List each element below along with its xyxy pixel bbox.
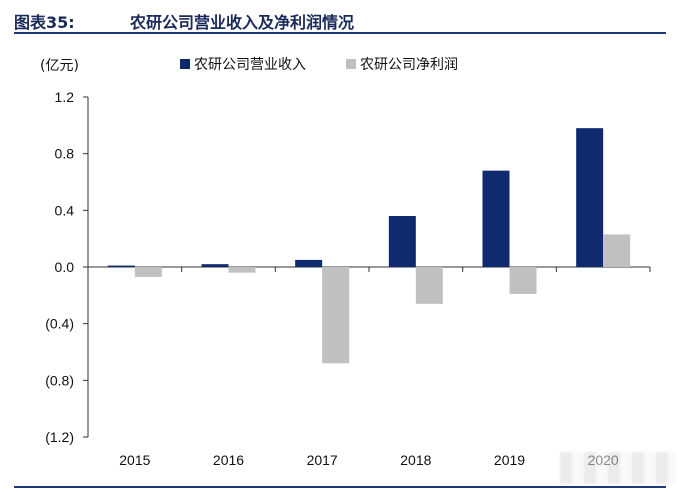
bar-profit-2016	[228, 267, 256, 273]
legend-swatch-revenue	[180, 59, 190, 69]
bar-revenue-2015	[107, 265, 135, 267]
top-rule	[14, 32, 666, 34]
legend-label-profit: 农研公司净利润	[360, 57, 458, 73]
y-tick-label: (1.2)	[45, 429, 74, 445]
y-unit-label: (亿元)	[40, 58, 79, 74]
y-tick-label: (0.8)	[45, 372, 74, 388]
bars	[107, 128, 631, 364]
chart-title: 农研公司营业收入及净利润情况	[130, 13, 355, 32]
legend-item-profit: 农研公司净利润	[346, 54, 458, 74]
bar-revenue-2020	[576, 128, 604, 267]
y-tick-label: 1.2	[55, 89, 75, 105]
y-tick-label: (0.4)	[45, 316, 74, 332]
bar-revenue-2017	[295, 259, 323, 267]
x-tick-label: 2018	[400, 452, 431, 468]
bar-revenue-2016	[201, 264, 229, 267]
bar-profit-2015	[134, 267, 162, 277]
y-tick-label: 0.8	[55, 146, 75, 162]
bar-profit-2020	[603, 234, 631, 267]
legend-swatch-profit	[346, 59, 356, 69]
x-tick-label: 2016	[213, 452, 244, 468]
bar-profit-2017	[322, 267, 350, 364]
legend-item-revenue: 农研公司营业收入	[180, 54, 306, 74]
x-tick-label: 2017	[307, 452, 338, 468]
bottom-rule	[14, 486, 666, 488]
legend: 农研公司营业收入 农研公司净利润	[180, 54, 458, 74]
x-tick-label: 2015	[119, 452, 150, 468]
figure-header: 图表35: 农研公司营业收入及净利润情况	[14, 4, 666, 32]
watermark	[560, 452, 676, 484]
y-tick-label: 0.0	[55, 259, 75, 275]
axes	[83, 96, 651, 438]
bar-profit-2019	[509, 267, 537, 294]
y-tick-label: 0.4	[55, 202, 75, 218]
figure-label: 图表35:	[14, 13, 75, 32]
bar-revenue-2019	[482, 170, 510, 267]
bar-revenue-2018	[388, 216, 416, 267]
legend-label-revenue: 农研公司营业收入	[194, 57, 306, 73]
x-tick-label: 2019	[494, 452, 525, 468]
bar-profit-2018	[415, 267, 443, 304]
